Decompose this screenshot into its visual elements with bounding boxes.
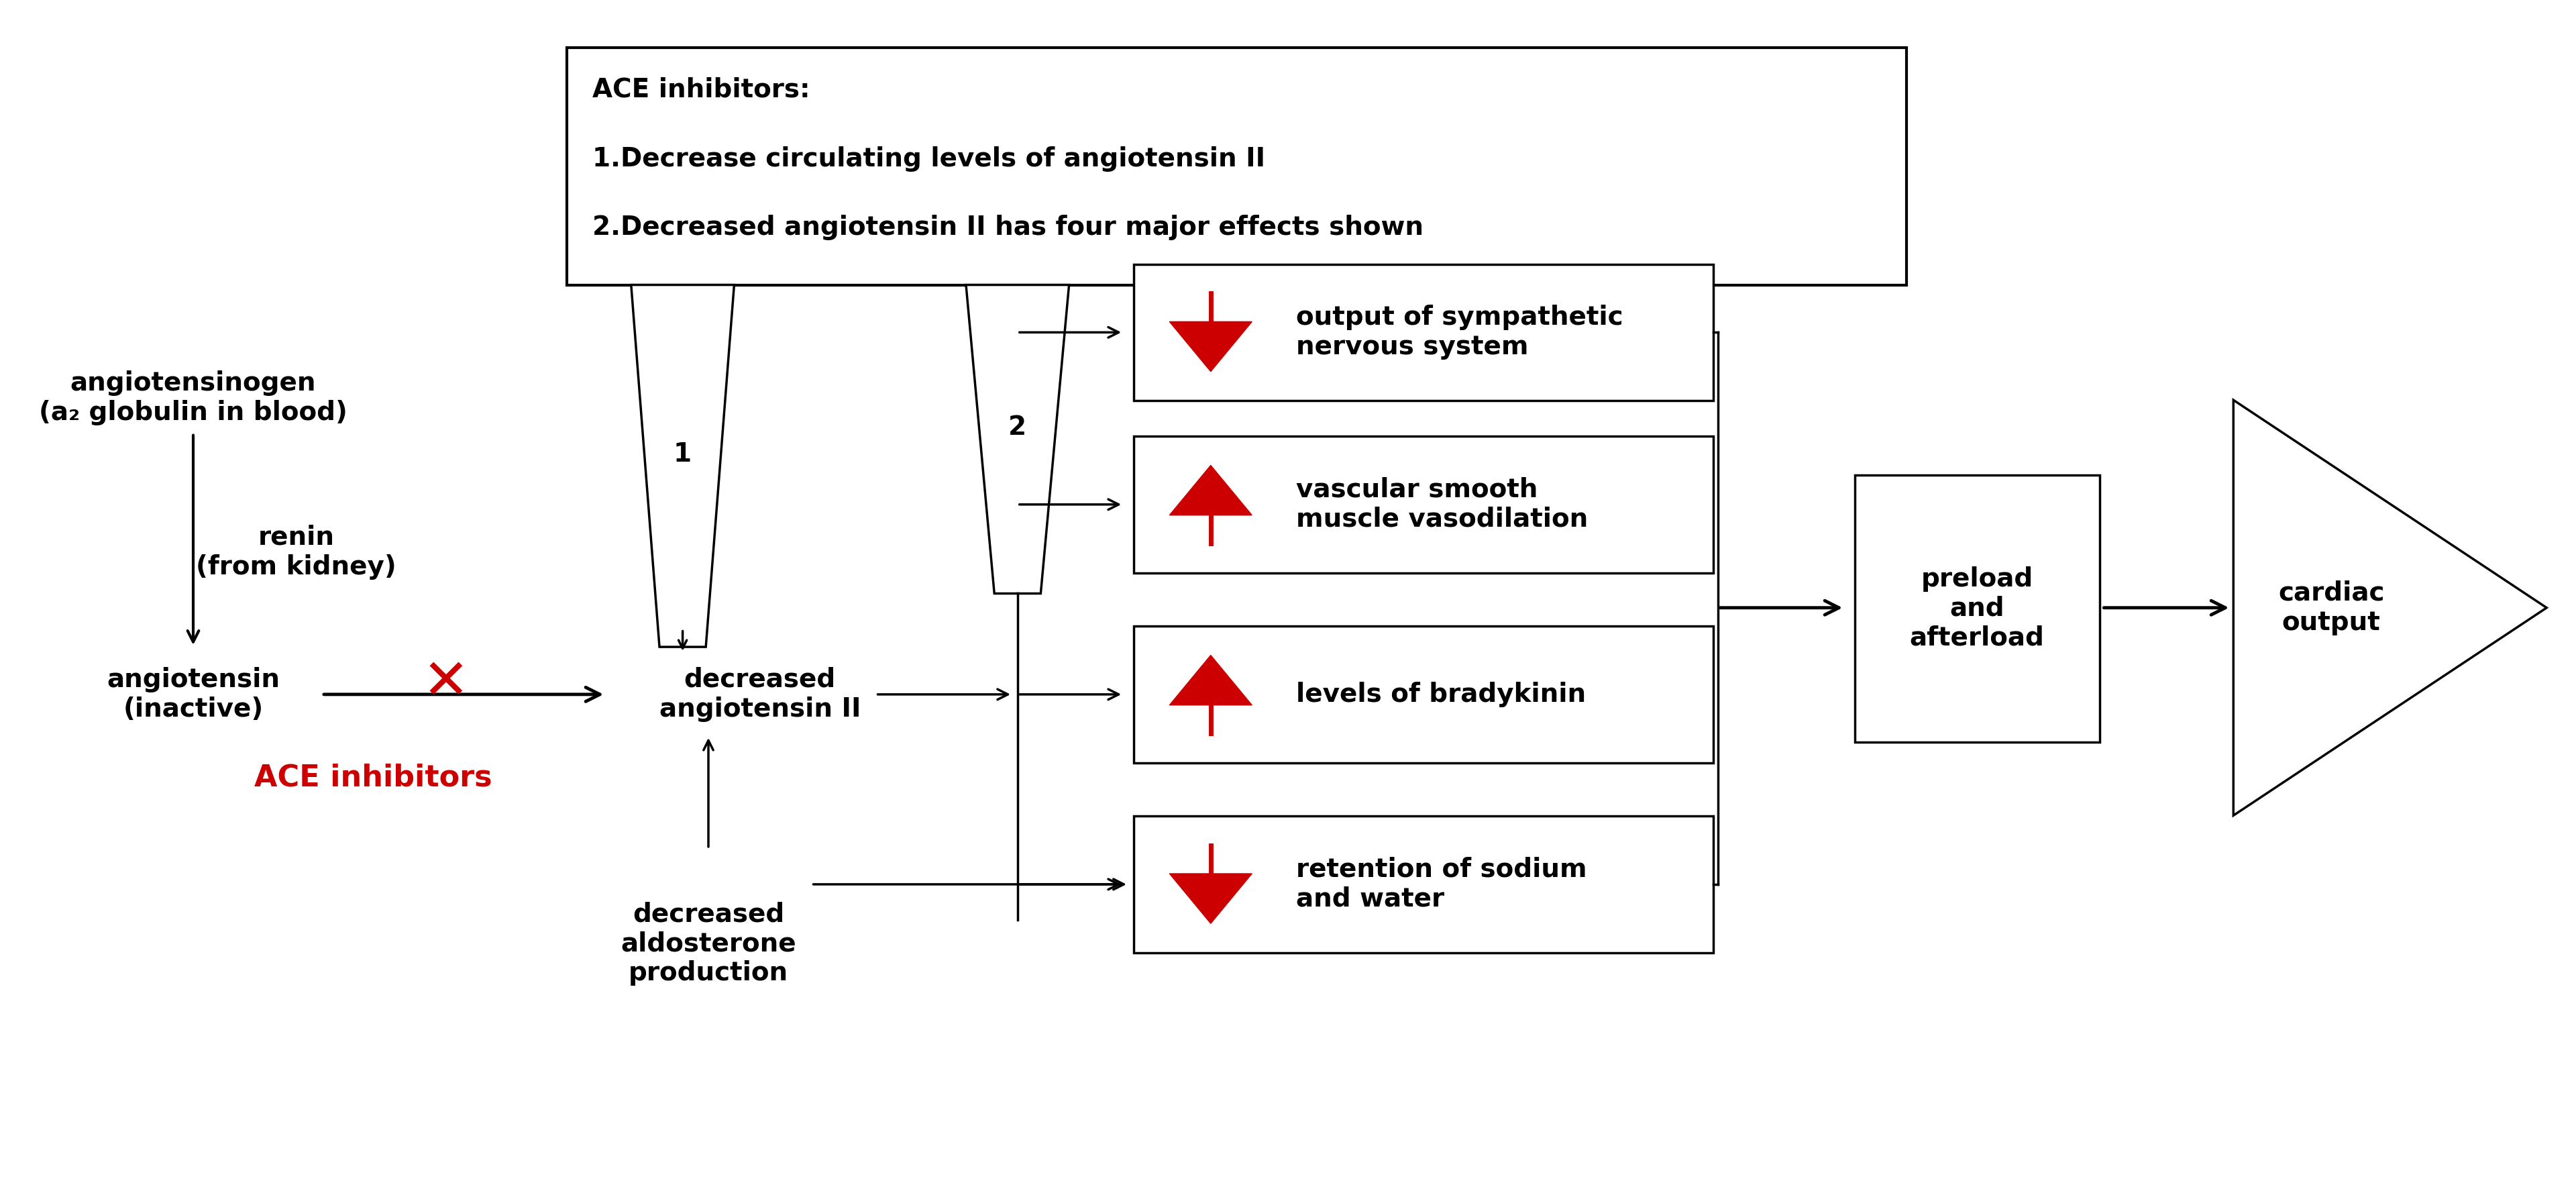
Polygon shape xyxy=(631,285,734,647)
Text: ACE inhibitors:: ACE inhibitors: xyxy=(592,77,811,102)
Polygon shape xyxy=(966,285,1069,594)
Polygon shape xyxy=(1170,874,1252,923)
Text: retention of sodium
and water: retention of sodium and water xyxy=(1296,857,1587,912)
Text: 2: 2 xyxy=(1007,414,1028,440)
Polygon shape xyxy=(1170,322,1252,372)
Text: levels of bradykinin: levels of bradykinin xyxy=(1296,681,1587,707)
Text: angiotensinogen
(a₂ globulin in blood): angiotensinogen (a₂ globulin in blood) xyxy=(39,370,348,425)
Text: decreased
aldosterone
production: decreased aldosterone production xyxy=(621,901,796,986)
Text: decreased
angiotensin II: decreased angiotensin II xyxy=(659,667,860,722)
Text: 1.Decrease circulating levels of angiotensin II: 1.Decrease circulating levels of angiote… xyxy=(592,146,1265,171)
Bar xyxy=(567,47,1906,285)
Text: vascular smooth
muscle vasodilation: vascular smooth muscle vasodilation xyxy=(1296,477,1587,532)
Text: angiotensin
(inactive): angiotensin (inactive) xyxy=(106,667,281,722)
Bar xyxy=(1133,265,1713,401)
Text: 1: 1 xyxy=(672,442,693,466)
Text: 2.Decreased angiotensin II has four major effects shown: 2.Decreased angiotensin II has four majo… xyxy=(592,215,1425,240)
Text: preload
and
afterload: preload and afterload xyxy=(1909,566,2045,650)
Text: output of sympathetic
nervous system: output of sympathetic nervous system xyxy=(1296,305,1623,360)
Text: cardiac
output: cardiac output xyxy=(2277,580,2385,635)
Polygon shape xyxy=(1170,465,1252,515)
Bar xyxy=(1133,436,1713,572)
Polygon shape xyxy=(2233,400,2548,815)
Bar xyxy=(1855,475,2099,742)
Text: ✕: ✕ xyxy=(422,655,469,710)
Bar xyxy=(1133,817,1713,952)
Bar xyxy=(1133,627,1713,763)
Text: ACE inhibitors: ACE inhibitors xyxy=(255,763,492,792)
Polygon shape xyxy=(1170,655,1252,705)
Text: renin
(from kidney): renin (from kidney) xyxy=(196,525,397,579)
